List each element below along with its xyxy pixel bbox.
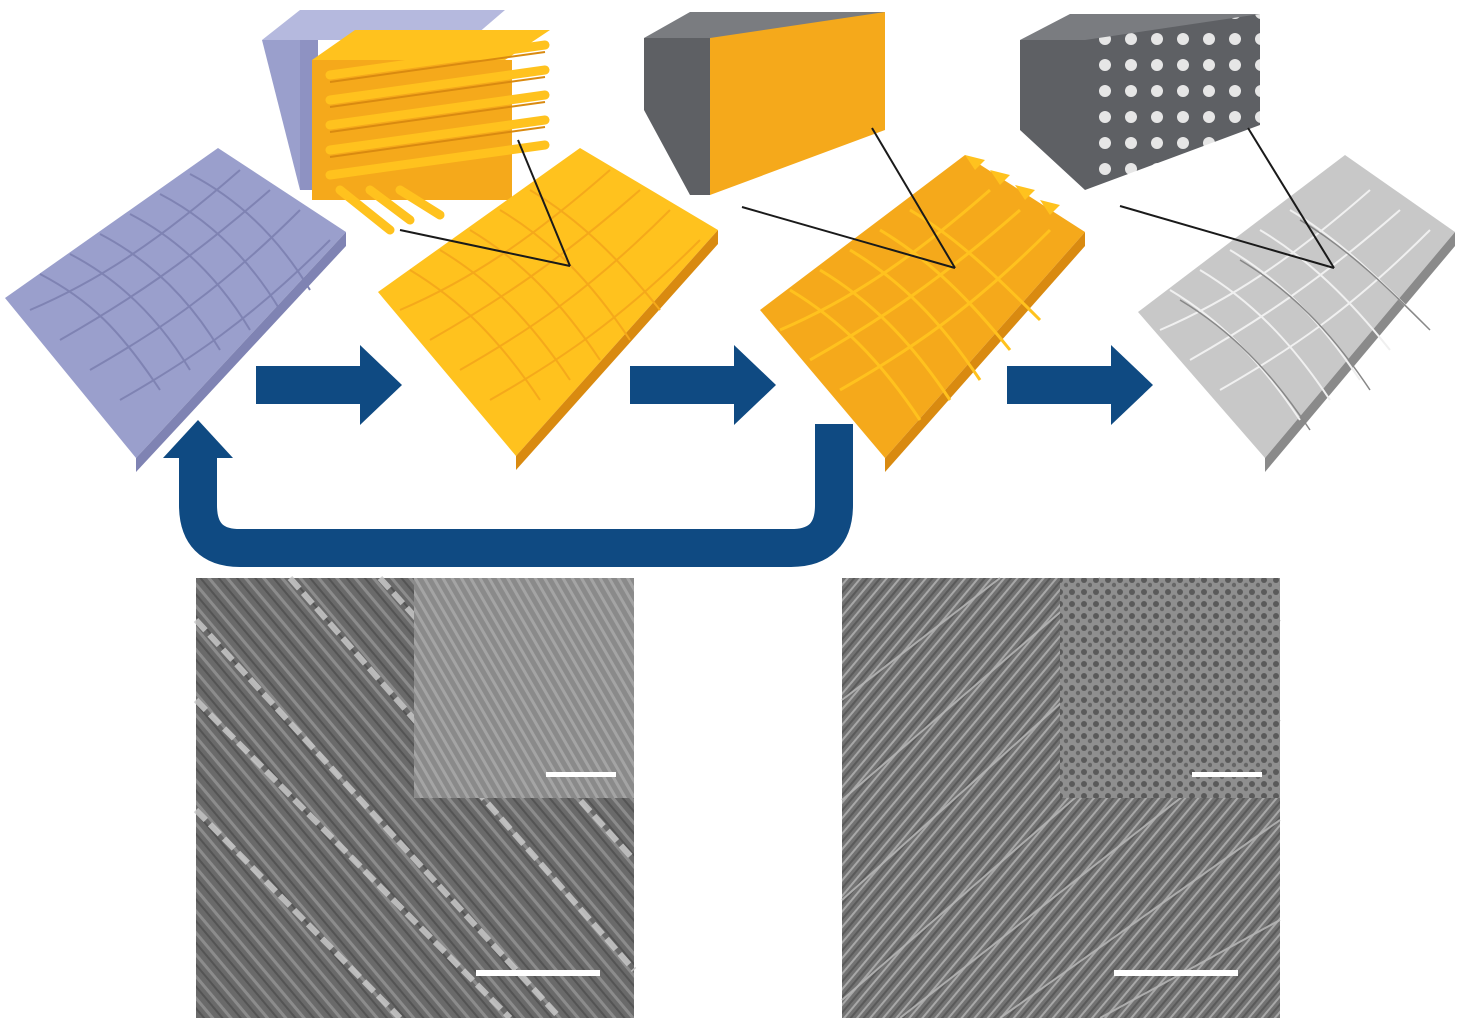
- nanofiber-array-block: [262, 10, 550, 235]
- step-1-arrow: [256, 345, 402, 425]
- sem-micrograph-right: [841, 577, 1281, 1018]
- dense-replica-sheet: [760, 155, 1085, 472]
- sem-right-inset-scale-bar: [1192, 772, 1262, 777]
- step-2-arrow: [630, 345, 776, 425]
- zoom-lines-stage-2: [399, 139, 571, 267]
- zoom-lines-stage-3: [741, 127, 956, 269]
- sem-micrograph-left: [193, 575, 637, 1018]
- porous-silver-replica-sheet: [1138, 155, 1455, 472]
- sem-right-inset: [1060, 578, 1280, 798]
- sem-left-scale-bar: [476, 970, 600, 976]
- porous-replica-sheet: [378, 148, 718, 470]
- recycle-loop-arrow: [163, 420, 853, 567]
- step-3-arrow: [1007, 345, 1153, 425]
- sem-left-inset: [414, 578, 634, 798]
- sem-right-scale-bar: [1114, 970, 1238, 976]
- template-sheet: [5, 148, 346, 472]
- zoom-lines-stage-4: [1119, 127, 1335, 269]
- sem-left-inset-scale-bar: [546, 772, 616, 777]
- solid-block: [644, 12, 885, 195]
- porous-block: [1020, 14, 1260, 190]
